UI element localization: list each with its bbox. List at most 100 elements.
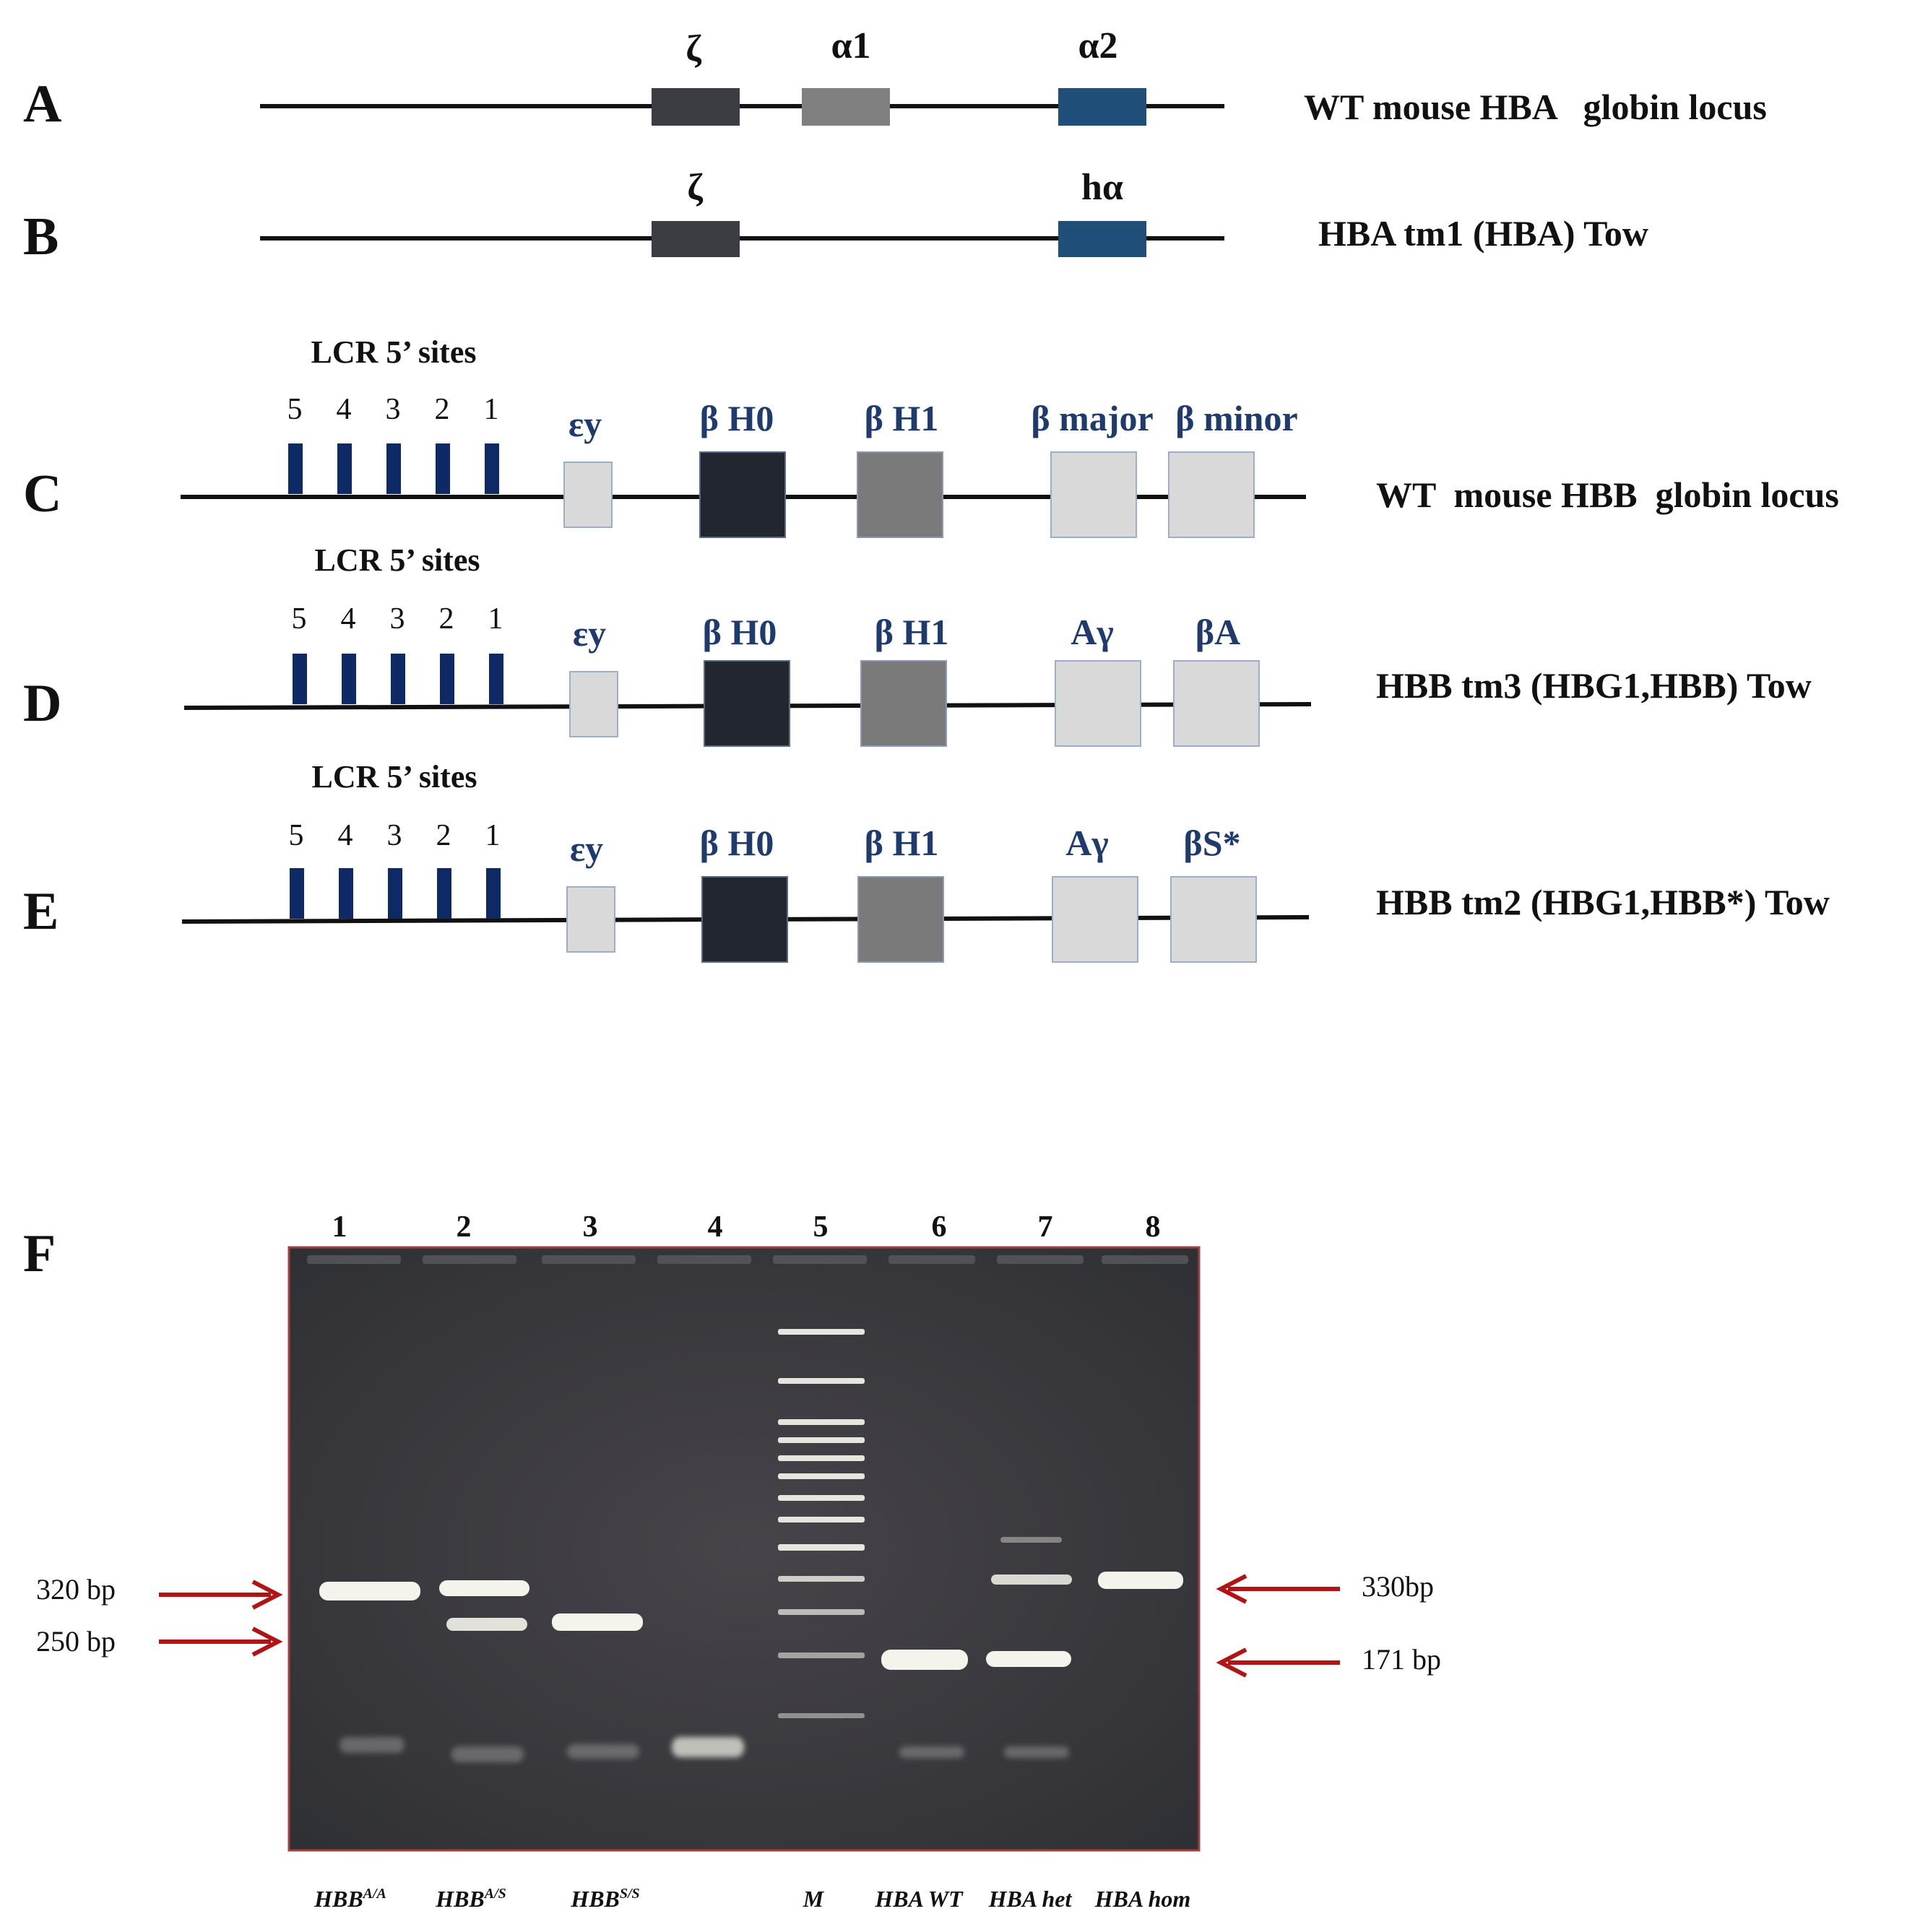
gene-epsilon-d <box>569 671 618 737</box>
locus-title-d: HBB tm3 (HBG1,HBB) Tow <box>1376 665 1812 706</box>
lcr-site-c-1 <box>485 443 499 494</box>
gene-bh1-c <box>857 451 943 538</box>
sample-label-5: M <box>803 1886 825 1912</box>
ladder-band <box>778 1437 865 1443</box>
gene-label-bh1-d: β H1 <box>875 612 949 652</box>
panel-letter-f: F <box>23 1224 56 1283</box>
lcr-site-c-5 <box>288 443 303 494</box>
gene-label-beta-s: βS* <box>1183 823 1240 863</box>
lcr-num-d-2: 2 <box>439 602 454 636</box>
panel-letter-b: B <box>23 207 59 267</box>
well-3 <box>542 1255 636 1264</box>
panel-f: F 1 2 3 4 5 6 7 8 <box>23 1210 1441 1912</box>
gene-label-bh0-d: β H0 <box>703 612 777 652</box>
lane-number-8: 8 <box>1146 1210 1161 1244</box>
marker-label-330: 330bp <box>1362 1570 1434 1603</box>
dimer-lane-2 <box>451 1746 524 1762</box>
gene-label-bh1-e: β H1 <box>865 823 939 863</box>
lcr-num-c-2: 2 <box>435 393 450 426</box>
lane-number-4: 4 <box>708 1210 723 1244</box>
panel-d: D LCR 5’ sites 5 4 3 2 1 εy β H0 β H1 Aγ… <box>23 542 1812 747</box>
gene-epsilon-e <box>566 886 615 953</box>
gene-bh1-e <box>857 876 944 963</box>
lcr-num-c-3: 3 <box>386 393 401 426</box>
well-7 <box>997 1255 1084 1264</box>
gene-bh0-c <box>699 451 786 538</box>
lcr-title-e: LCR 5’ sites <box>312 759 477 794</box>
lcr-site-d-5 <box>293 654 307 704</box>
locus-title-b: HBA tm1 (HBA) Tow <box>1318 213 1648 254</box>
gene-label-alpha1: α1 <box>831 25 870 66</box>
gene-label-epsilon-c: εy <box>568 404 602 444</box>
lcr-num-d-5: 5 <box>292 602 307 636</box>
band-lane2-250 <box>446 1618 527 1631</box>
gene-label-zeta-a: ζ <box>686 28 702 69</box>
marker-label-250: 250 bp <box>36 1625 116 1658</box>
sample-label-3: HBBS/S <box>570 1886 639 1912</box>
gene-a-gamma-d <box>1055 660 1141 747</box>
gel-wells <box>307 1255 1188 1264</box>
ladder-band <box>778 1652 865 1658</box>
sample-label-8: HBA hom <box>1094 1886 1191 1912</box>
lane-number-5: 5 <box>813 1210 829 1244</box>
lane-number-6: 6 <box>932 1210 947 1244</box>
gene-label-epsilon-e: εy <box>570 828 603 869</box>
gene-alpha2 <box>1058 88 1146 126</box>
lcr-num-e-5: 5 <box>289 819 304 852</box>
panel-letter-c: C <box>23 464 61 524</box>
gene-beta-s <box>1170 876 1257 963</box>
lcr-title-c: LCR 5’ sites <box>311 334 477 370</box>
sample-label-6: HBA WT <box>874 1886 964 1912</box>
lcr-num-d-1: 1 <box>488 602 503 636</box>
band-lane7-330 <box>991 1574 1072 1585</box>
dimer-lane-6 <box>899 1746 964 1758</box>
lcr-num-e-4: 4 <box>338 819 353 852</box>
gene-alpha1 <box>802 88 890 126</box>
gene-label-beta-minor: β minor <box>1175 398 1297 438</box>
ladder-bands <box>778 1329 865 1718</box>
well-1 <box>307 1255 401 1264</box>
ladder-band <box>778 1544 865 1551</box>
gene-zeta-a <box>652 88 740 126</box>
lcr-site-e-5 <box>290 868 304 919</box>
ladder-band <box>778 1576 865 1582</box>
gene-label-h-alpha: hα <box>1081 167 1123 208</box>
lcr-site-e-2 <box>437 868 451 919</box>
panel-letter-d: D <box>23 674 61 733</box>
arrow-171 <box>1216 1647 1340 1678</box>
lcr-title-d: LCR 5’ sites <box>315 542 480 578</box>
gene-epsilon-c <box>563 462 613 528</box>
marker-label-320: 320 bp <box>36 1573 116 1606</box>
lcr-site-d-3 <box>391 654 405 704</box>
panel-letter-a: A <box>23 74 61 134</box>
marker-label-171: 171 bp <box>1362 1643 1441 1676</box>
well-8 <box>1102 1255 1188 1264</box>
lcr-num-c-4: 4 <box>337 393 352 426</box>
gene-label-a-gamma-d: Aγ <box>1071 612 1114 652</box>
gene-label-alpha2: α2 <box>1078 25 1117 66</box>
lcr-site-d-4 <box>342 654 356 704</box>
dimer-lane-1 <box>340 1737 405 1753</box>
ladder-band <box>778 1495 865 1501</box>
lcr-site-e-4 <box>339 868 353 919</box>
gene-label-bh0-c: β H0 <box>700 398 774 438</box>
gene-label-epsilon-d: εy <box>573 613 606 654</box>
band-lane1-320 <box>319 1582 420 1600</box>
band-lane7-171 <box>986 1651 1071 1667</box>
lcr-site-c-2 <box>436 443 450 494</box>
band-lane3-250 <box>552 1613 643 1631</box>
gene-label-bh0-e: β H0 <box>700 823 774 863</box>
sample-bands <box>319 1537 1183 1670</box>
gene-label-zeta-b: ζ <box>687 167 704 208</box>
lcr-site-c-3 <box>386 443 401 494</box>
band-lane7-faint <box>1000 1537 1062 1543</box>
lcr-num-d-4: 4 <box>341 602 356 636</box>
ladder-band <box>778 1329 865 1335</box>
lcr-num-e-3: 3 <box>387 819 402 852</box>
gene-beta-a <box>1173 660 1260 747</box>
ladder-band <box>778 1609 865 1615</box>
gene-zeta-b <box>652 221 740 257</box>
band-lane2-320 <box>439 1580 529 1596</box>
arrow-250 <box>159 1626 283 1657</box>
